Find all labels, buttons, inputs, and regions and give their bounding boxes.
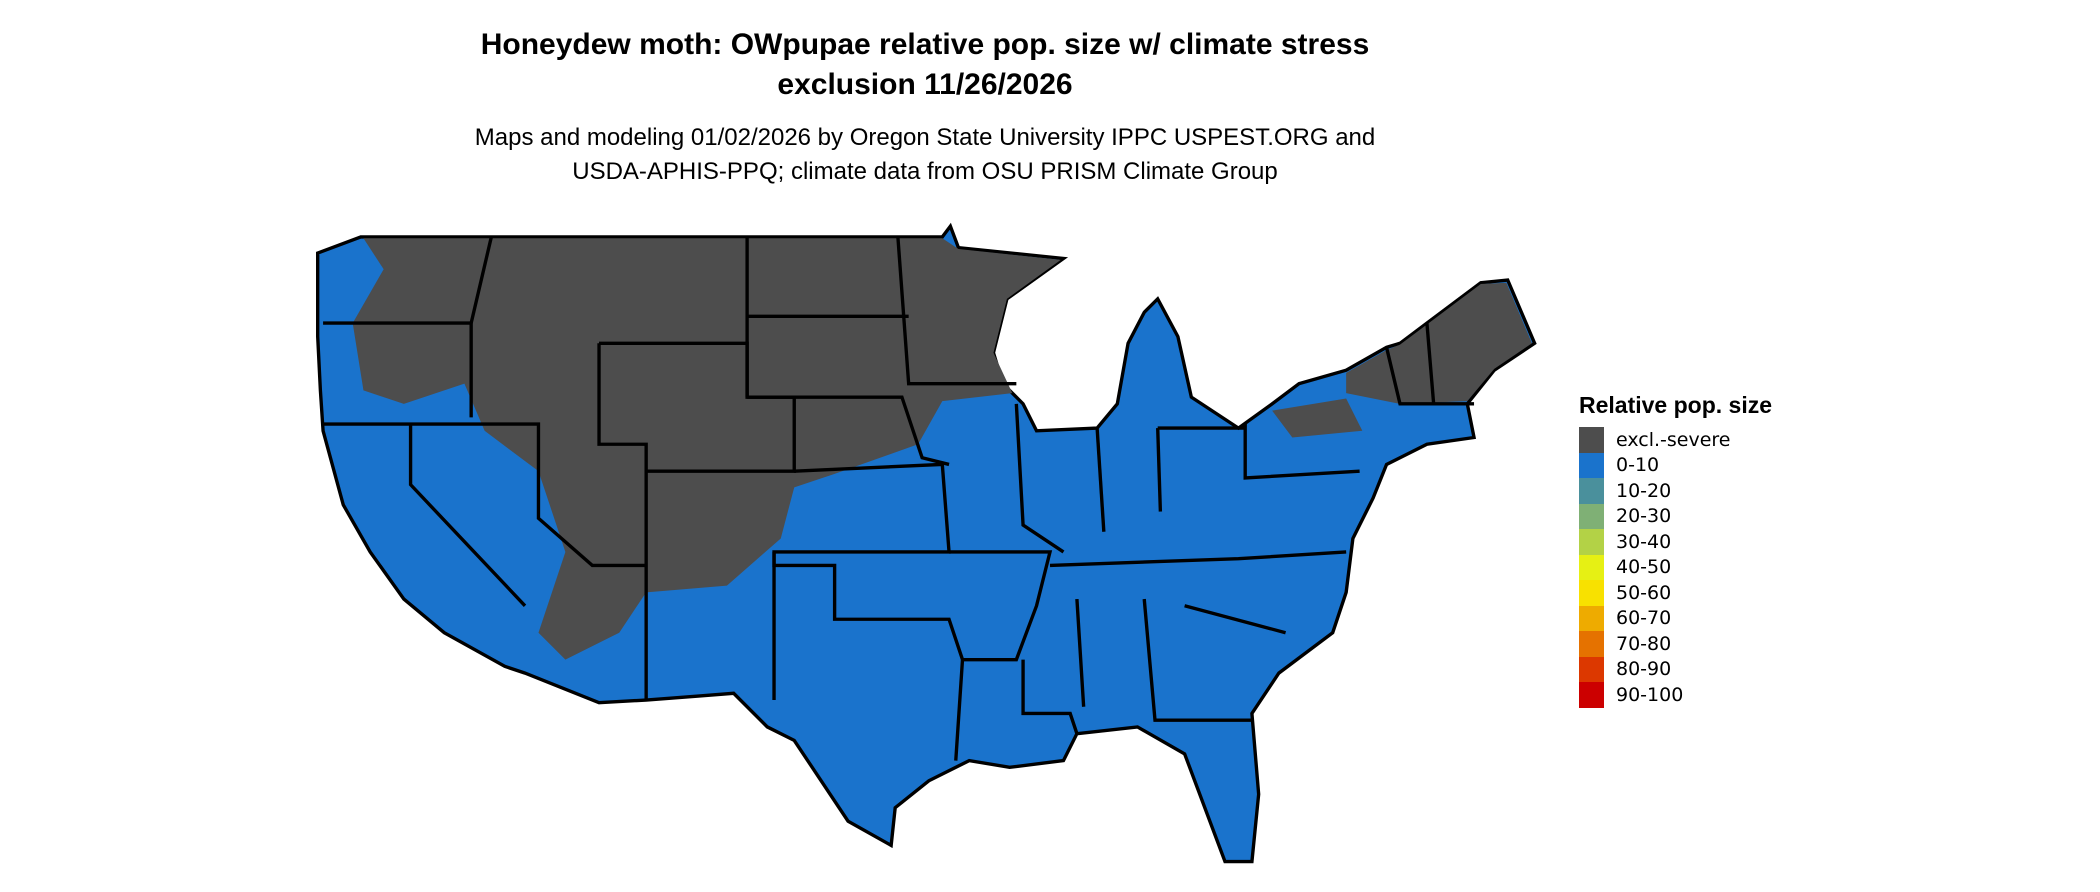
legend-label: 50-60 <box>1616 581 1672 604</box>
excluded-region-west <box>352 238 1061 660</box>
legend-swatch <box>1579 503 1604 529</box>
legend-swatch <box>1579 656 1604 682</box>
legend-swatch <box>1579 478 1604 504</box>
legend-item: 80-90 <box>1579 656 1772 682</box>
legend-swatch <box>1579 529 1604 555</box>
legend-label: 0-10 <box>1616 454 1660 477</box>
legend-swatch <box>1579 631 1604 657</box>
legend-item: 0-10 <box>1579 452 1772 478</box>
legend-swatch <box>1579 452 1604 478</box>
legend-label: 10-20 <box>1616 479 1672 502</box>
legend-label: 90-100 <box>1616 683 1684 706</box>
legend-item: 10-20 <box>1579 478 1772 504</box>
legend: Relative pop. size excl.-severe 0-10 10-20… <box>1579 392 1772 708</box>
legend-label: 80-90 <box>1616 658 1672 681</box>
legend-swatch <box>1579 554 1604 580</box>
legend-label: 40-50 <box>1616 556 1672 579</box>
legend-swatch <box>1579 682 1604 708</box>
legend-label: excl.-severe <box>1616 428 1731 451</box>
legend-item: 90-100 <box>1579 682 1772 708</box>
legend-swatch <box>1579 580 1604 606</box>
legend-item: 70-80 <box>1579 631 1772 657</box>
legend-label: 60-70 <box>1616 607 1672 630</box>
excluded-region-pennsylvania <box>1272 398 1363 438</box>
legend-item: 50-60 <box>1579 580 1772 606</box>
legend-label: 20-30 <box>1616 505 1672 528</box>
map-title-line1: Honeydew moth: OWpupae relative pop. siz… <box>480 28 1370 61</box>
state-borders <box>323 236 1475 761</box>
legend-item: 20-30 <box>1579 503 1772 529</box>
excluded-region-northeast <box>1346 282 1532 404</box>
legend-item: 40-50 <box>1579 554 1772 580</box>
map-subtitle-line2: USDA-APHIS-PPQ; climate data from OSU PR… <box>572 158 1278 185</box>
map-title-line2: exclusion 11/26/2026 <box>777 68 1073 101</box>
legend-label: 30-40 <box>1616 530 1672 553</box>
legend-swatch <box>1579 605 1604 631</box>
legend-swatch <box>1579 427 1604 453</box>
map-subtitle-line1: Maps and modeling 01/02/2026 by Oregon S… <box>474 124 1376 151</box>
legend-item: excl.-severe <box>1579 427 1772 453</box>
legend-title: Relative pop. size <box>1579 392 1773 418</box>
legend-item: 60-70 <box>1579 605 1772 631</box>
legend-label: 70-80 <box>1616 632 1672 655</box>
legend-item: 30-40 <box>1579 529 1772 555</box>
